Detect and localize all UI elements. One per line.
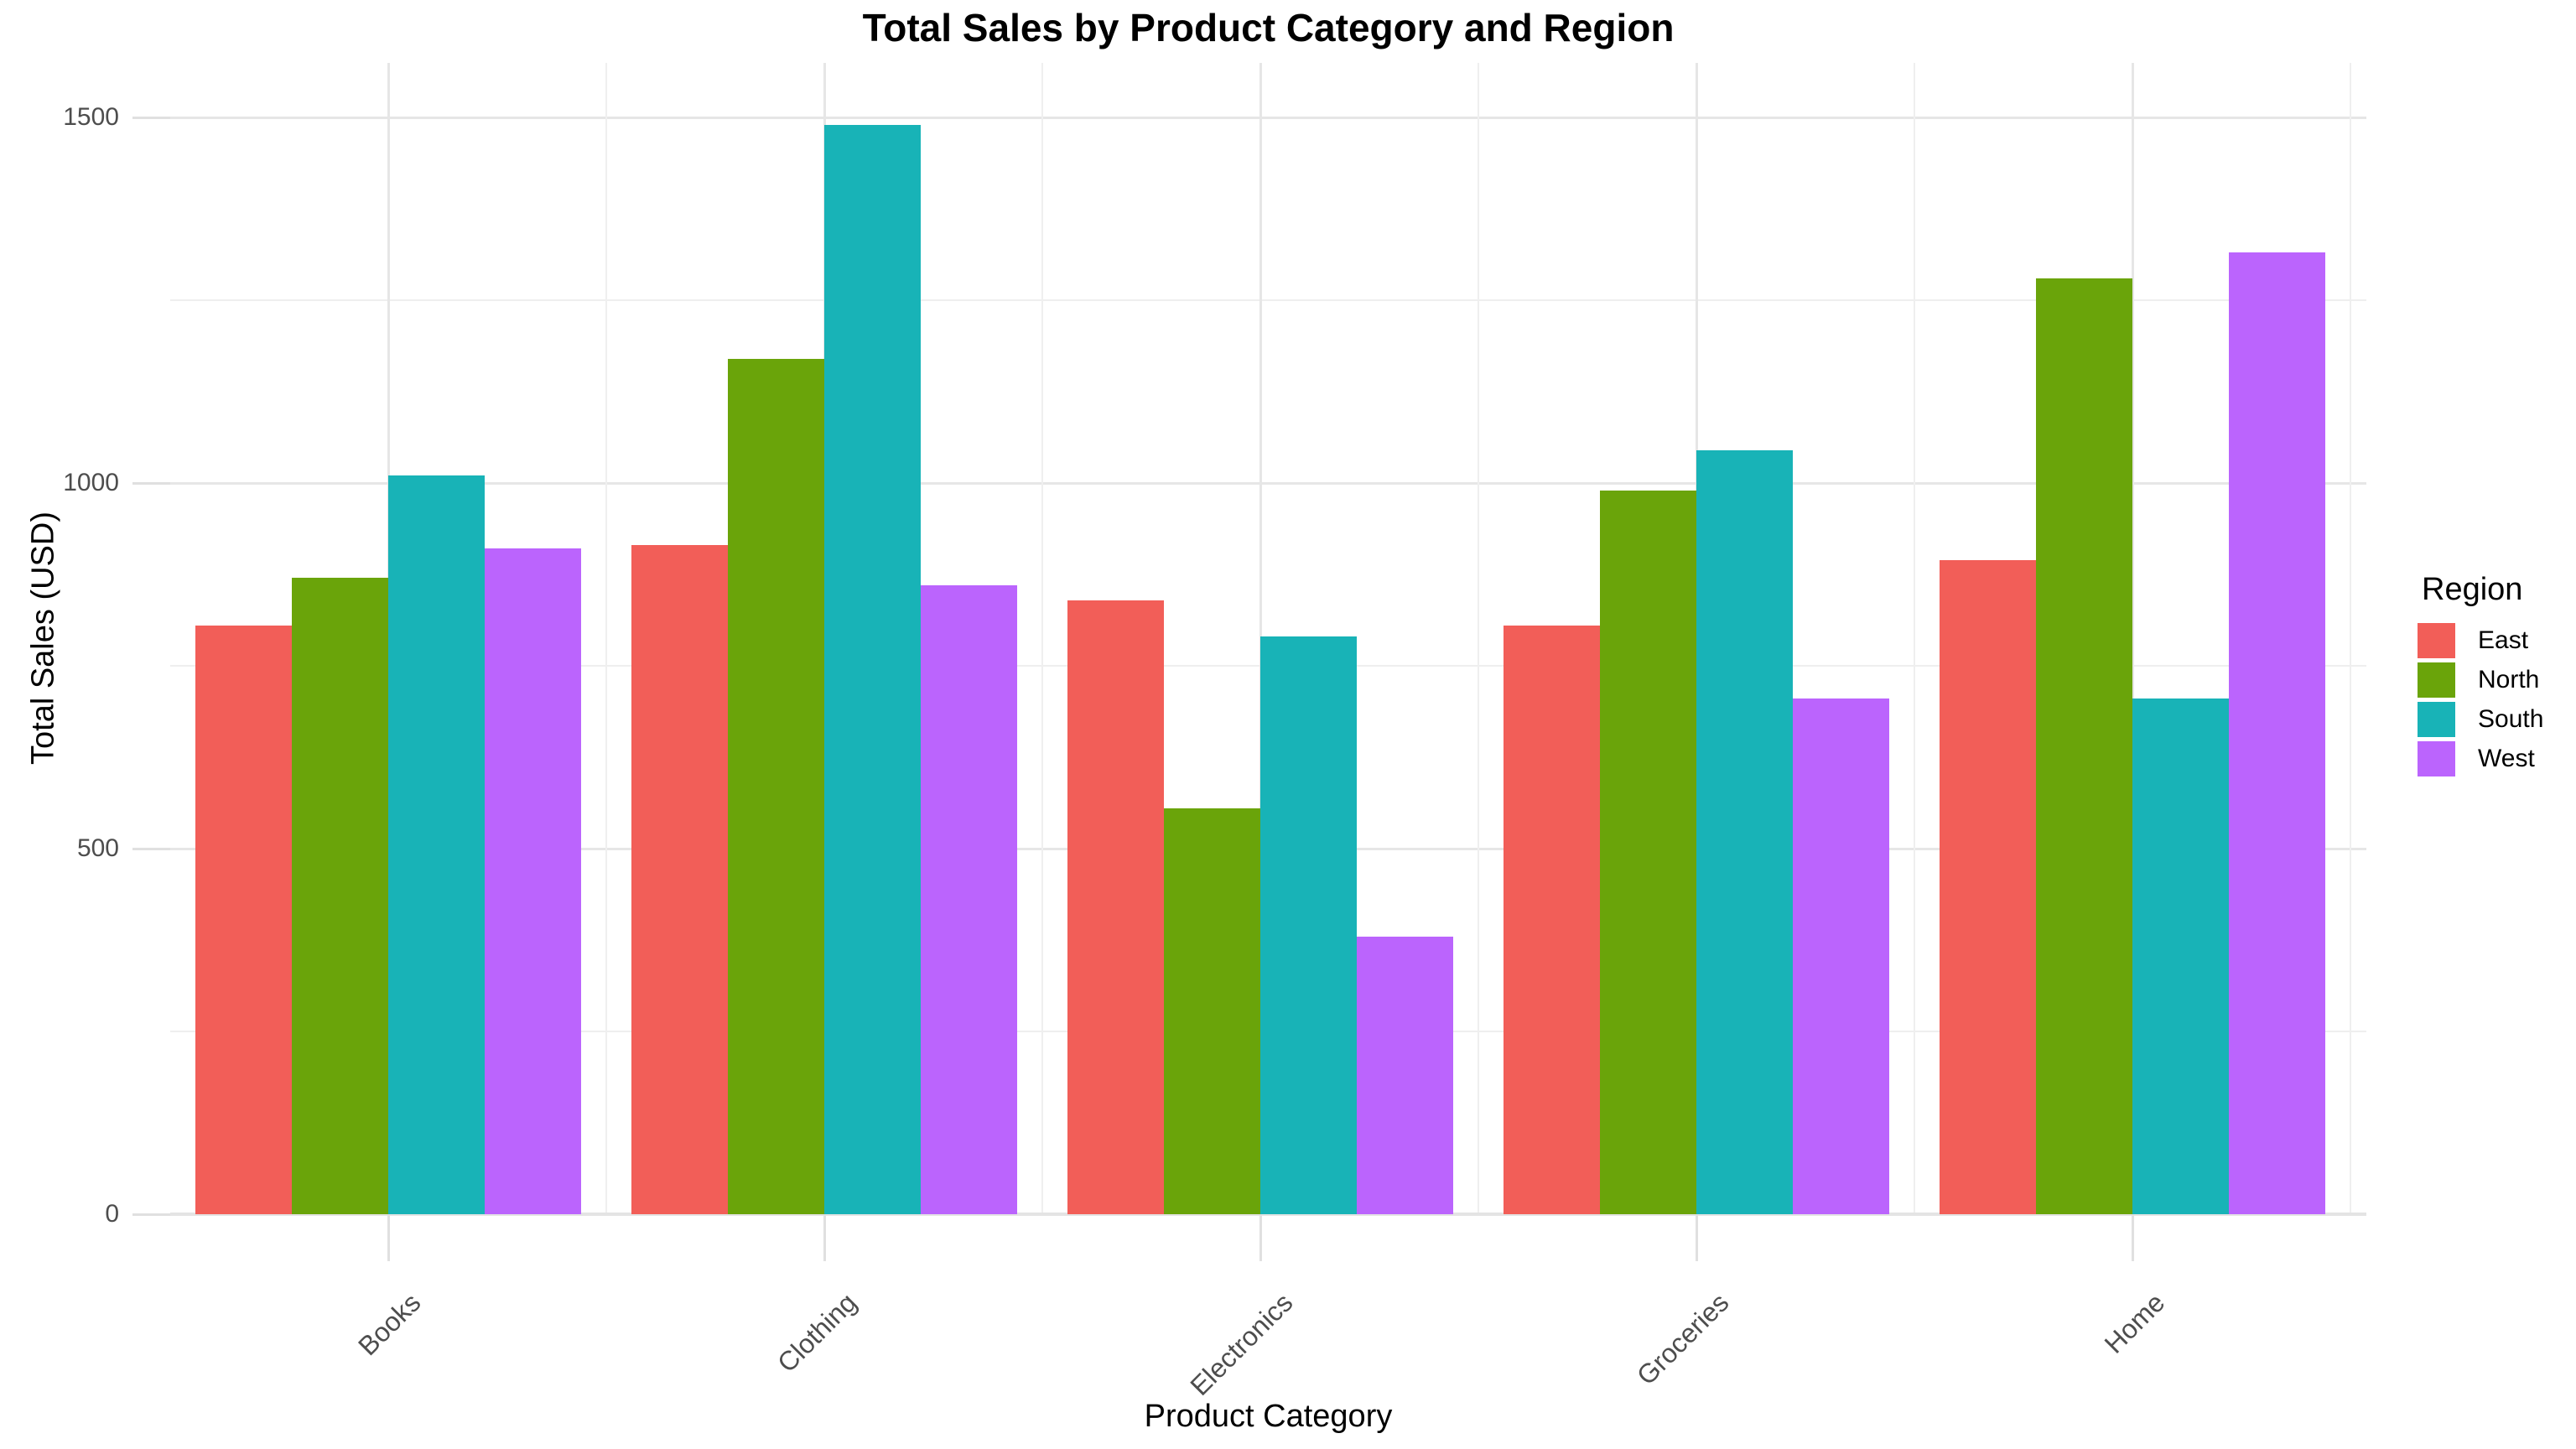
legend-label-west: West [2478, 745, 2535, 772]
legend-label-north: North [2478, 666, 2540, 693]
legend: Region East North South West [2418, 572, 2543, 781]
gridline-major-v [2131, 63, 2134, 1214]
legend-item-west: West [2418, 741, 2543, 776]
y-tick-label: 1000 [63, 469, 119, 496]
gridline-major-h [170, 116, 2366, 119]
legend-item-south: South [2418, 702, 2543, 737]
legend-swatch-south [2418, 702, 2455, 737]
bar-books-south [388, 475, 485, 1214]
bar-clothing-north [728, 358, 824, 1214]
bar-groceries-east [1504, 626, 1600, 1214]
bar-electronics-east [1067, 600, 1164, 1214]
x-axis-line [170, 1213, 2366, 1216]
gridline-major-h [170, 481, 2366, 485]
gridline-minor-h [170, 299, 2366, 301]
legend-swatch-west [2418, 741, 2455, 776]
bar-clothing-east [631, 545, 728, 1214]
bar-books-east [195, 626, 292, 1214]
bar-books-west [485, 548, 581, 1214]
y-tick-mark [132, 1213, 170, 1216]
bar-home-west [2229, 252, 2325, 1214]
bar-electronics-south [1260, 636, 1357, 1214]
bar-home-south [2132, 699, 2229, 1214]
y-tick-mark [132, 481, 170, 485]
bar-clothing-south [824, 124, 921, 1214]
y-tick-mark [132, 116, 170, 119]
y-tick-mark [132, 847, 170, 850]
y-axis-title: Total Sales (USD) [25, 512, 61, 765]
y-tick-label: 500 [76, 834, 119, 862]
bar-home-north [2036, 278, 2132, 1214]
legend-item-north: North [2418, 662, 2543, 698]
x-tick-mark [2131, 1214, 2134, 1261]
bar-home-east [1940, 559, 2036, 1214]
bar-groceries-south [1696, 449, 1793, 1214]
bar-clothing-west [921, 585, 1017, 1214]
legend-label-south: South [2478, 705, 2544, 733]
legend-label-east: East [2478, 626, 2529, 654]
legend-swatch-north [2418, 662, 2455, 698]
y-tick-label: 1500 [63, 103, 119, 131]
bar-books-north [292, 578, 388, 1214]
gridline-minor-v [1914, 63, 1915, 1214]
legend-swatch-east [2418, 623, 2455, 658]
x-axis-title: Product Category [1144, 1399, 1393, 1434]
plot-panel [170, 63, 2366, 1216]
legend-item-east: East [2418, 623, 2543, 658]
x-tick-mark [1695, 1214, 1698, 1261]
gridline-minor-v [2350, 63, 2351, 1214]
x-tick-mark [1259, 1214, 1262, 1261]
bar-groceries-north [1600, 490, 1696, 1214]
chart-title: Total Sales by Product Category and Regi… [862, 6, 1675, 49]
bar-groceries-west [1793, 699, 1889, 1214]
gridline-minor-v [1041, 63, 1043, 1214]
bar-electronics-west [1357, 936, 1453, 1214]
y-tick-label: 0 [105, 1200, 119, 1228]
gridline-minor-v [605, 63, 607, 1214]
x-tick-mark [387, 1214, 390, 1261]
gridline-minor-v [1478, 63, 1479, 1214]
bar-electronics-north [1164, 808, 1260, 1214]
x-tick-mark [823, 1214, 826, 1261]
legend-title: Region [2422, 572, 2523, 607]
legend-items: East North South West [2418, 623, 2543, 776]
